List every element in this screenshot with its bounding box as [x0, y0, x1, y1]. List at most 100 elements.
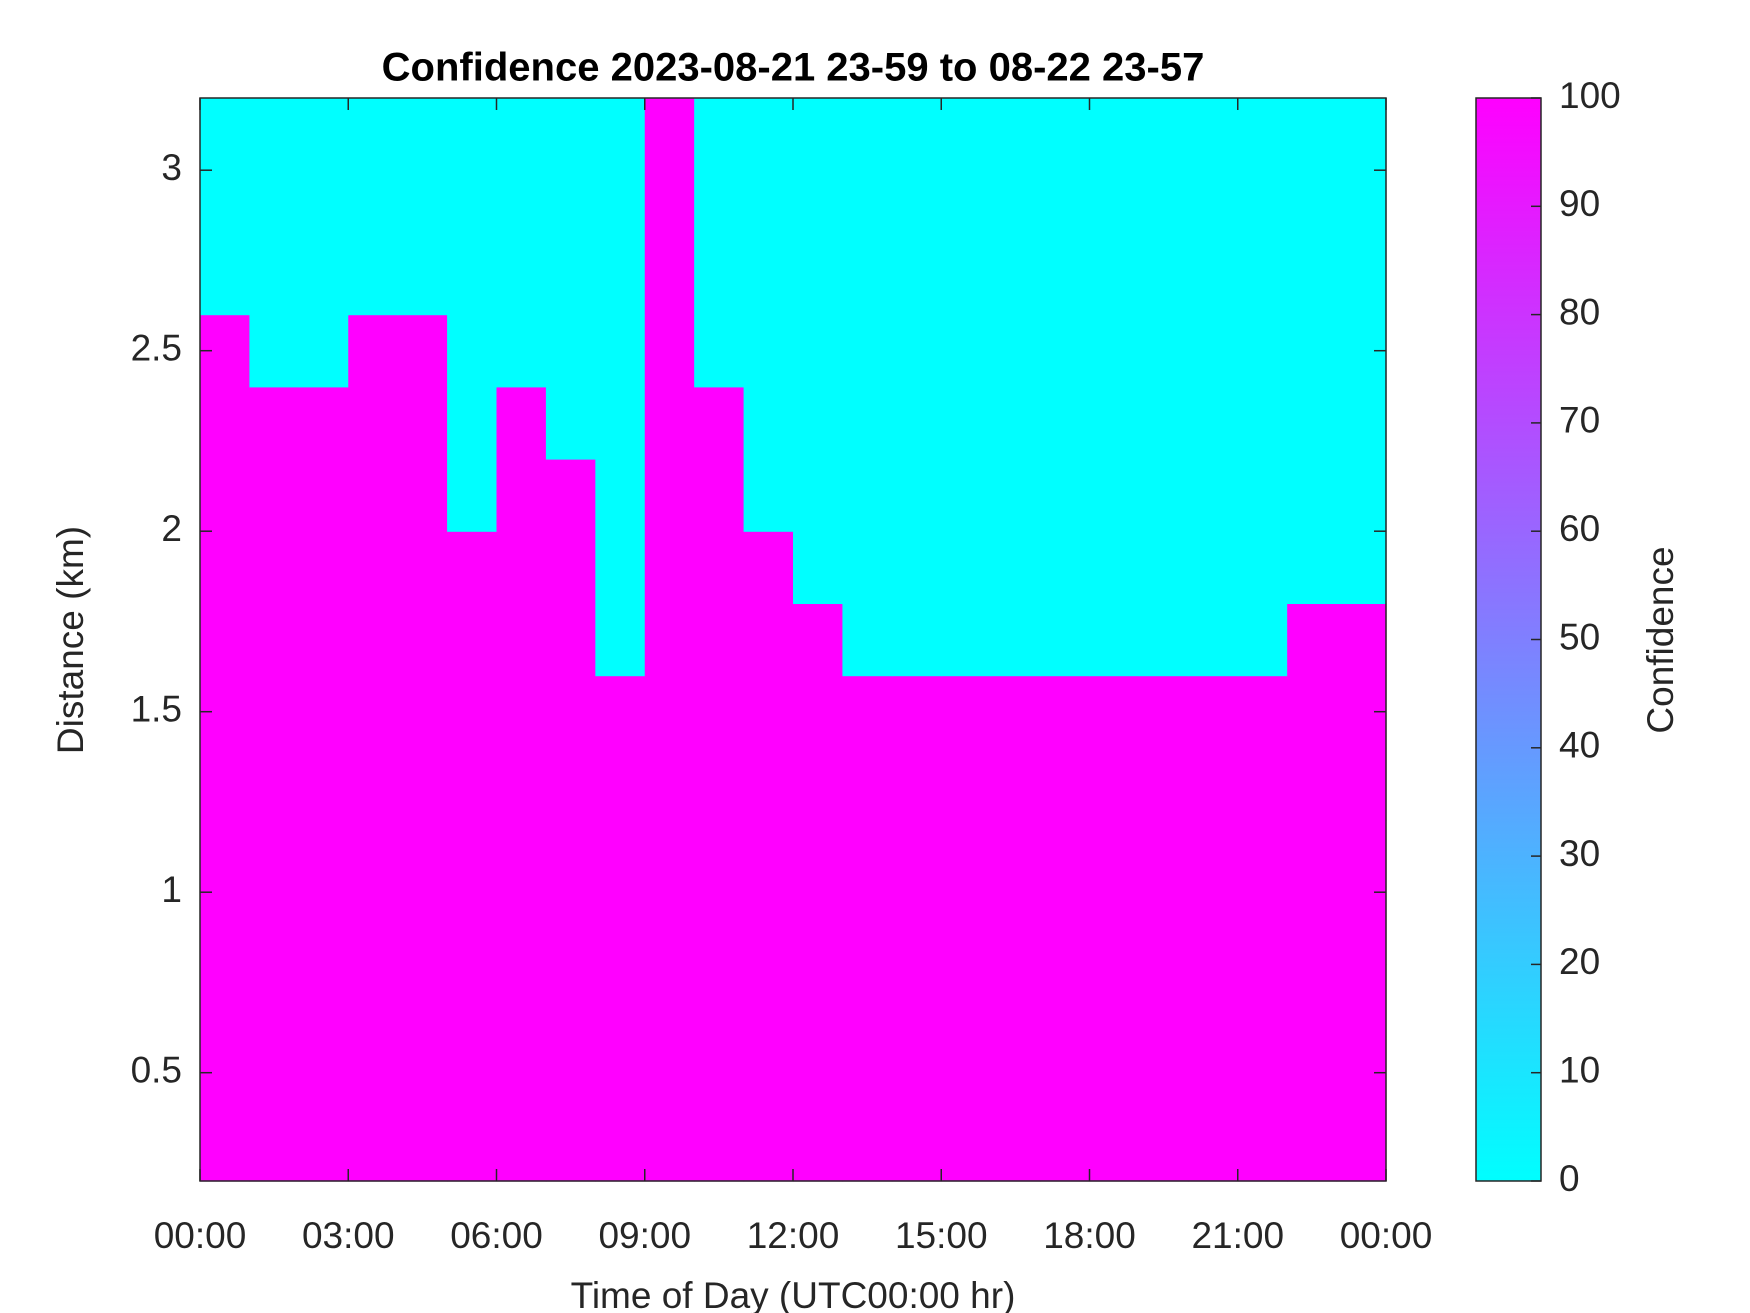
heatmap-cell	[694, 98, 745, 171]
heatmap-cell	[1138, 1108, 1189, 1182]
heatmap-cell	[941, 1036, 992, 1110]
colorbar-tick-label: 70	[1559, 400, 1600, 441]
heatmap-cell	[941, 531, 992, 604]
heatmap-cell	[249, 170, 300, 243]
heatmap-cell	[200, 459, 251, 532]
heatmap-cell	[595, 675, 646, 749]
heatmap-cell	[743, 531, 794, 604]
heatmap-cell	[545, 1108, 596, 1182]
heatmap-cell	[397, 170, 448, 243]
heatmap-cell	[397, 1108, 448, 1182]
heatmap-cell	[1138, 531, 1189, 604]
heatmap-cell	[990, 98, 1041, 171]
heatmap-cell	[891, 386, 942, 460]
heatmap-cell	[1188, 459, 1239, 532]
heatmap-cell	[1138, 1036, 1189, 1110]
heatmap-cell	[743, 314, 794, 388]
heatmap-cell	[1237, 820, 1288, 893]
heatmap-cell	[694, 242, 745, 316]
heatmap-cell	[1188, 170, 1239, 243]
heatmap-cell	[941, 98, 992, 171]
heatmap-cell	[644, 242, 695, 316]
heatmap-cell	[891, 531, 942, 604]
heatmap-cell	[348, 170, 399, 243]
heatmap-cell	[842, 242, 893, 316]
heatmap-cell	[496, 531, 547, 604]
heatmap-cell	[1089, 675, 1140, 749]
chart-title: Confidence 2023-08-21 23-59 to 08-22 23-…	[382, 46, 1205, 90]
colorbar-tick-label: 20	[1559, 941, 1600, 982]
heatmap-cell	[1040, 314, 1091, 388]
heatmap-cell	[1287, 675, 1338, 749]
colorbar-tick-label: 100	[1559, 75, 1621, 116]
heatmap-cell	[743, 603, 794, 677]
heatmap-cell	[447, 386, 498, 460]
heatmap-cell	[941, 603, 992, 677]
heatmap-cell	[1138, 964, 1189, 1038]
heatmap-cell	[545, 892, 596, 965]
heatmap-cell	[447, 314, 498, 388]
heatmap-cell	[1089, 314, 1140, 388]
heatmap-cell	[793, 459, 844, 532]
heatmap-cell	[545, 459, 596, 532]
heatmap-cell	[200, 892, 251, 965]
heatmap-cell	[1336, 1108, 1387, 1182]
heatmap-cell	[743, 170, 794, 243]
x-tick-label: 03:00	[302, 1215, 395, 1256]
heatmap-cell	[348, 747, 399, 821]
heatmap-cell	[545, 98, 596, 171]
heatmap-cell	[249, 314, 300, 388]
heatmap-cell	[298, 892, 349, 965]
heatmap-cell	[694, 820, 745, 893]
heatmap-cell	[1188, 820, 1239, 893]
heatmap-cell	[694, 1036, 745, 1110]
heatmap-cell	[447, 1108, 498, 1182]
heatmap-cell	[298, 98, 349, 171]
heatmap-cell	[1287, 242, 1338, 316]
heatmap-cell	[496, 820, 547, 893]
heatmap-cell	[1188, 98, 1239, 171]
heatmap-cell	[842, 747, 893, 821]
heatmap-cell	[200, 747, 251, 821]
heatmap-cell	[249, 1036, 300, 1110]
heatmap-cell	[891, 820, 942, 893]
heatmap-cell	[496, 242, 547, 316]
heatmap-cell	[990, 386, 1041, 460]
heatmap-cell	[891, 98, 942, 171]
heatmap-cell	[1138, 459, 1189, 532]
heatmap-cell	[1089, 98, 1140, 171]
heatmap-cell	[1138, 675, 1189, 749]
heatmap-cell	[249, 242, 300, 316]
heatmap-cell	[545, 964, 596, 1038]
heatmap-cell	[1237, 1036, 1288, 1110]
heatmap-cell	[842, 98, 893, 171]
heatmap-cell	[891, 603, 942, 677]
heatmap-cell	[595, 892, 646, 965]
heatmap-cell	[397, 820, 448, 893]
heatmap-cell	[891, 747, 942, 821]
heatmap-cell	[941, 459, 992, 532]
heatmap-cell	[200, 531, 251, 604]
heatmap-cell	[200, 98, 251, 171]
heatmap-cell	[200, 170, 251, 243]
heatmap-cell	[397, 603, 448, 677]
heatmap-cell	[1089, 964, 1140, 1038]
y-tick-label: 2.5	[131, 327, 182, 368]
y-tick-label: 1	[161, 869, 182, 910]
heatmap-cell	[842, 170, 893, 243]
heatmap-cell	[842, 314, 893, 388]
heatmap-cell	[397, 964, 448, 1038]
heatmap-cell	[1237, 98, 1288, 171]
heatmap-cell	[1237, 314, 1288, 388]
colorbar	[1475, 97, 1542, 1182]
heatmap-cell	[595, 603, 646, 677]
colorbar-label: Confidence	[1640, 546, 1681, 733]
heatmap-cell	[397, 98, 448, 171]
heatmap-cell	[1040, 1036, 1091, 1110]
heatmap-cell	[1237, 386, 1288, 460]
heatmap-cell	[644, 459, 695, 532]
heatmap-cell	[891, 242, 942, 316]
heatmap-cell	[200, 603, 251, 677]
heatmap-cell	[249, 892, 300, 965]
heatmap-cell	[694, 459, 745, 532]
